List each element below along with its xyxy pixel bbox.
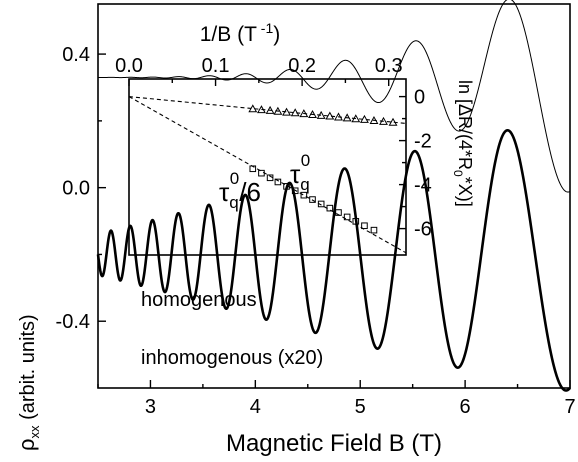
x-tick-label-0: 3 [145, 396, 156, 418]
inset-y-axis-title: ln [ΔR/(4*R0*X)] [451, 80, 475, 207]
marker-triangle-15 [379, 116, 388, 125]
y-axis-title-main: ρ [14, 438, 39, 451]
inset-y-axis-title-post: *X)] [455, 177, 475, 207]
marker-triangle-8 [316, 110, 326, 119]
series-label-inhomogenous: inhomogenous (x20) [141, 347, 323, 369]
inset-x-axis-title: 1/B (T -1) [200, 20, 281, 46]
marker-square-2 [266, 174, 274, 182]
marker-square-7 [309, 196, 316, 203]
y-tick-label-1: 0.0 [62, 178, 90, 200]
x-tick-label-3: 6 [460, 396, 471, 418]
marker-triangle-3 [273, 106, 283, 115]
marker-square-12 [352, 218, 360, 225]
series-label-tau-main: τ [290, 159, 301, 189]
series-label-homogenous: homogenous [141, 289, 257, 311]
inset-x-tick-label-0: 0.0 [115, 55, 143, 77]
marker-square-6 [300, 191, 308, 199]
marker-triangle-1 [256, 105, 266, 114]
marker-square-11 [343, 213, 351, 221]
marker-triangle-2 [265, 105, 275, 114]
inset-frame [128, 78, 407, 256]
marker-triangle-10 [334, 112, 343, 121]
main-tick-group: 3 4 5 6 7 -0.4 0.0 0.4 [56, 44, 576, 418]
x-tick-label-1: 4 [250, 396, 261, 418]
marker-triangle-4 [282, 107, 291, 116]
inset-x-axis-title-sup: -1 [257, 20, 274, 36]
marker-triangle-9 [325, 111, 335, 120]
series-label-tau-over-6: τq 0/6 [219, 169, 261, 212]
inset-x-tick-label-1: 0.1 [202, 55, 230, 77]
y-axis-title-rest: (arbit. units) [17, 314, 39, 425]
marker-triangle-7 [308, 110, 317, 119]
inset-tick-group: 0.0 0.1 0.2 0.3 0 -2 -4 -6 [115, 55, 432, 241]
inset-y-axis-title-sub: 0 [451, 170, 465, 177]
inset-x-tick-label-2: 0.2 [288, 55, 316, 77]
marker-square-1 [258, 169, 265, 177]
curve-homogenous [97, 0, 571, 193]
series-label-tau-over-6-main: τ [219, 177, 230, 207]
marker-triangle-12 [351, 114, 361, 123]
y-tick-label-2: 0.4 [62, 44, 90, 66]
marker-triangle-16 [388, 117, 398, 126]
x-tick-label-2: 5 [355, 396, 366, 418]
marker-triangle-11 [342, 113, 352, 122]
series-label-tau: τq 0 [290, 151, 310, 194]
marker-square-8 [317, 200, 325, 208]
series-label-tau-sub: q [300, 175, 309, 194]
marker-square-10 [335, 209, 342, 216]
x-tick-label-4: 7 [564, 396, 575, 418]
marker-triangle-13 [360, 114, 369, 123]
marker-square-3 [274, 178, 282, 186]
inset-x-tick-label-3: 0.3 [375, 55, 403, 77]
fit-line-tau [128, 96, 407, 124]
marker-triangle-6 [299, 109, 309, 118]
series-label-tau-over-6-suffix: /6 [239, 177, 261, 207]
marker-square-14 [370, 226, 378, 234]
marker-square-4 [283, 183, 290, 190]
inset-y-tick-label-1: -2 [414, 131, 432, 153]
inset-markers [248, 104, 398, 234]
marker-triangle-14 [369, 115, 379, 124]
inset-y-tick-label-0: 0 [414, 87, 425, 109]
series-label-tau-over-6-sub: q [229, 193, 238, 212]
marker-square-13 [361, 222, 368, 230]
y-axis-title-sub: xx [27, 425, 42, 439]
y-tick-label-0: -0.4 [56, 311, 90, 333]
inset-x-axis-title-main: 1/B (T [200, 23, 257, 46]
inset-y-tick-label-2: -4 [414, 175, 432, 197]
inset-y-tick-label-3: -6 [414, 219, 432, 241]
marker-square-5 [291, 187, 299, 195]
y-axis-title: ρxx (arbit. units) [14, 314, 42, 451]
marker-triangle-0 [248, 104, 258, 113]
x-axis-title: Magnetic Field B (T) [226, 430, 442, 457]
plot-frame [97, 3, 571, 389]
inset-y-axis-title-pre: ln [ΔR/(4*R [455, 80, 475, 170]
marker-square-9 [326, 204, 334, 212]
series-label-tau-sup: 0 [301, 151, 310, 170]
curve-inhomogenous [96, 129, 572, 392]
inset-x-axis-title-close: ) [273, 23, 280, 46]
series-label-tau-over-6-sup: 0 [230, 169, 239, 188]
marker-square-0 [249, 165, 257, 173]
marker-triangle-5 [290, 108, 300, 117]
